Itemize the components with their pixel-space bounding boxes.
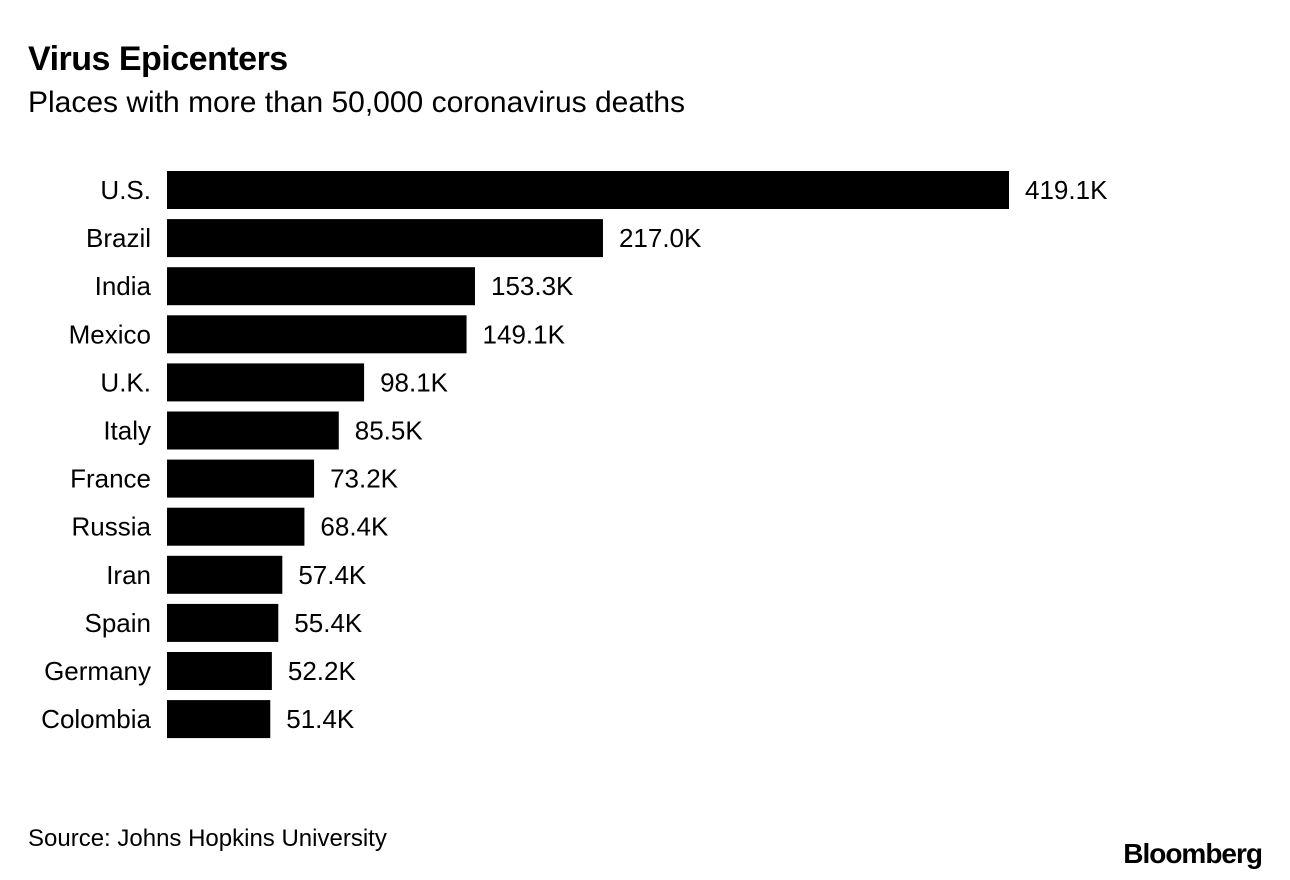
value-label-germany: 52.2K	[288, 656, 357, 686]
value-label-france: 73.2K	[330, 464, 399, 494]
category-label-iran: Iran	[106, 560, 151, 590]
bar-germany	[167, 652, 272, 690]
category-label-colombia: Colombia	[41, 704, 151, 734]
bar-italy	[167, 411, 339, 450]
chart-subtitle: Places with more than 50,000 coronavirus…	[28, 86, 686, 119]
category-label-u-k: U.K.	[100, 367, 151, 397]
bar-india	[167, 267, 475, 306]
category-label-india: India	[95, 271, 152, 301]
category-label-u-s: U.S.	[100, 175, 151, 205]
bar-u-k	[167, 363, 365, 402]
category-label-russia: Russia	[72, 512, 152, 542]
value-label-u-s: 419.1K	[1025, 175, 1108, 205]
category-label-mexico: Mexico	[69, 319, 151, 349]
source-note: Source: Johns Hopkins University	[28, 825, 387, 852]
value-label-india: 153.3K	[491, 271, 574, 301]
value-label-iran: 57.4K	[298, 560, 367, 590]
bar-russia	[167, 507, 305, 546]
bar-chart: U.S. 419.1K Brazil 217.0K India 153.3K Mexico 1…	[41, 171, 1108, 739]
value-label-mexico: 149.1K	[483, 319, 566, 349]
category-label-italy: Italy	[103, 416, 151, 446]
category-label-france: France	[70, 464, 151, 494]
bloomberg-logo: Bloomberg	[1123, 838, 1263, 869]
value-label-brazil: 217.0K	[619, 223, 702, 253]
chart-title: Virus Epicenters	[28, 40, 288, 78]
bar-u-s	[167, 171, 1009, 209]
value-label-russia: 68.4K	[320, 512, 389, 542]
bar-brazil	[167, 219, 603, 258]
bar-iran	[167, 555, 283, 594]
category-label-germany: Germany	[44, 656, 151, 686]
value-label-spain: 55.4K	[294, 608, 363, 638]
value-label-italy: 85.5K	[355, 416, 424, 446]
bar-mexico	[167, 315, 467, 354]
value-label-u-k: 98.1K	[380, 367, 449, 397]
category-label-spain: Spain	[85, 608, 152, 638]
value-label-colombia: 51.4K	[286, 704, 355, 734]
category-label-brazil: Brazil	[86, 223, 151, 253]
bar-france	[167, 459, 315, 498]
bar-colombia	[167, 700, 271, 739]
bar-spain	[167, 603, 279, 642]
